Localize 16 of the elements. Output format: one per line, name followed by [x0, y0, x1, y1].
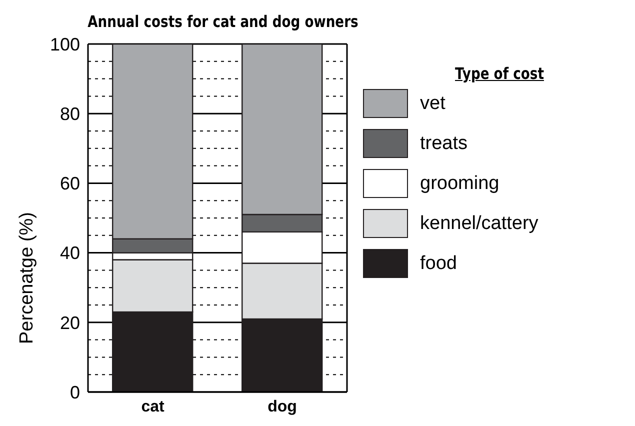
legend-label: kennel/cattery	[420, 212, 538, 234]
y-tick-label: 20	[60, 312, 80, 333]
x-tick-label: cat	[141, 398, 165, 416]
y-tick-label: 60	[60, 174, 80, 194]
legend-label: vet	[420, 92, 446, 114]
y-tick-label: 0	[70, 382, 80, 402]
chart-title: Annual costs for cat and dog owners	[86, 12, 360, 31]
legend-label: food	[420, 252, 457, 274]
x-tick-label: dog	[268, 398, 297, 416]
y-tick-label: 100	[50, 34, 80, 54]
legend-label: grooming	[420, 172, 500, 194]
y-axis-title: Percenatge (%)	[16, 212, 38, 344]
legend-label: treats	[420, 132, 468, 154]
y-tick-label: 80	[60, 104, 80, 124]
legend-title: Type of cost	[455, 64, 544, 83]
y-tick-label: 40	[60, 243, 80, 264]
